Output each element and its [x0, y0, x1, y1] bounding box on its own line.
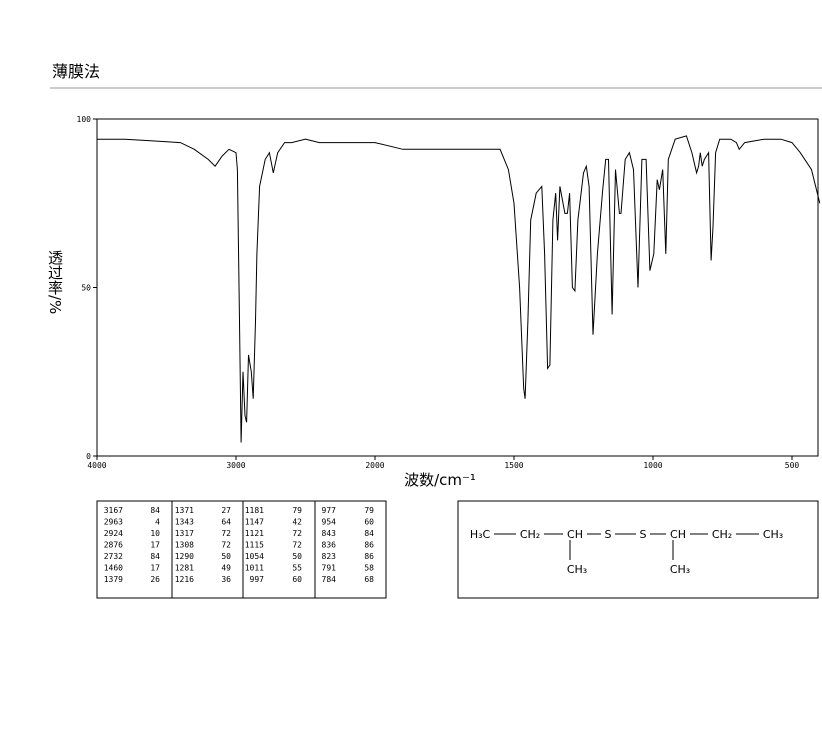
wavenumber-cell: 1147: [245, 518, 264, 527]
transmittance-cell: 86: [364, 552, 374, 561]
atom-label: CH₃: [567, 563, 587, 576]
wavenumber-cell: 1379: [104, 575, 123, 584]
transmittance-cell: 10: [150, 529, 160, 538]
transmittance-cell: 84: [364, 529, 374, 538]
transmittance-cell: 84: [150, 552, 160, 561]
transmittance-cell: 17: [150, 564, 160, 573]
x-tick-label: 2000: [365, 461, 384, 470]
transmittance-cell: 72: [221, 541, 231, 550]
wavenumber-cell: 997: [250, 575, 265, 584]
transmittance-cell: 58: [364, 564, 374, 573]
wavenumber-cell: 1290: [175, 552, 194, 561]
wavenumber-cell: 1308: [175, 541, 194, 550]
x-tick-label: 1000: [643, 461, 662, 470]
y-axis-label-group: 透过率/%: [46, 250, 64, 314]
transmittance-cell: 27: [221, 506, 231, 515]
plot-frame: [96, 118, 819, 457]
atom-label: S: [640, 528, 647, 541]
transmittance-cell: 72: [292, 529, 302, 538]
wavenumber-cell: 1011: [245, 564, 264, 573]
wavenumber-cell: 791: [322, 564, 337, 573]
wavenumber-cell: 1343: [175, 518, 194, 527]
plot: 4000 3000 2000 1500 1000 500 0 50 100: [77, 115, 821, 470]
atom-label: CH₂: [712, 528, 732, 541]
transmittance-cell: 55: [292, 564, 302, 573]
wavenumber-cell: 1371: [175, 506, 194, 515]
transmittance-cell: 86: [364, 541, 374, 550]
transmittance-cell: 50: [221, 552, 231, 561]
wavenumber-cell: 823: [322, 552, 337, 561]
peak-table: 3167 84 1371 27 1181 79 977 79 2963 4 1343 64 1147 42…: [104, 506, 374, 584]
x-axis-label: 波数/cm⁻¹: [404, 471, 476, 489]
wavenumber-cell: 836: [322, 541, 337, 550]
transmittance-cell: 26: [150, 575, 160, 584]
atom-label: S: [605, 528, 612, 541]
x-tick-label: 4000: [87, 461, 106, 470]
wavenumber-cell: 784: [322, 575, 337, 584]
wavenumber-cell: 2963: [104, 518, 123, 527]
transmittance-cell: 64: [221, 518, 231, 527]
wavenumber-cell: 2732: [104, 552, 123, 561]
wavenumber-cell: 1181: [245, 506, 264, 515]
transmittance-cell: 60: [292, 575, 302, 584]
x-tick-label: 3000: [226, 461, 245, 470]
wavenumber-cell: 1317: [175, 529, 194, 538]
transmittance-cell: 72: [221, 529, 231, 538]
transmittance-cell: 17: [150, 541, 160, 550]
transmittance-cell: 68: [364, 575, 374, 584]
transmittance-cell: 36: [221, 575, 231, 584]
y-tick-label: 100: [77, 115, 92, 124]
wavenumber-cell: 843: [322, 529, 337, 538]
transmittance-cell: 42: [292, 518, 302, 527]
transmittance-cell: 79: [292, 506, 302, 515]
transmittance-cell: 49: [221, 564, 231, 573]
structure: H₃C CH₂ CH S S CH CH₂ CH₃ CH₃ CH₃: [470, 528, 783, 576]
wavenumber-cell: 977: [322, 506, 337, 515]
transmittance-cell: 60: [364, 518, 374, 527]
wavenumber-cell: 1460: [104, 564, 123, 573]
spectrum-line: [97, 135, 821, 443]
y-tick-label: 50: [81, 284, 91, 293]
transmittance-cell: 4: [155, 518, 160, 527]
y-axis-label: 透过率/%: [46, 250, 64, 314]
y-tick-label: 0: [86, 452, 91, 461]
atom-label: CH: [567, 528, 583, 541]
atom-label: H₃C: [470, 528, 491, 541]
wavenumber-cell: 2876: [104, 541, 123, 550]
atom-label: CH₃: [670, 563, 690, 576]
transmittance-cell: 50: [292, 552, 302, 561]
table-frame: [96, 500, 387, 599]
wavenumber-cell: 2924: [104, 529, 123, 538]
wavenumber-cell: 954: [322, 518, 337, 527]
wavenumber-cell: 1115: [245, 541, 264, 550]
atom-label: CH₃: [763, 528, 783, 541]
x-tick-label: 500: [785, 461, 800, 470]
page-title: 薄膜法: [52, 62, 100, 81]
transmittance-cell: 72: [292, 541, 302, 550]
wavenumber-cell: 1054: [245, 552, 264, 561]
transmittance-cell: 79: [364, 506, 374, 515]
transmittance-cell: 84: [150, 506, 160, 515]
wavenumber-cell: 1121: [245, 529, 264, 538]
x-tick-label: 1500: [504, 461, 523, 470]
wavenumber-cell: 1281: [175, 564, 194, 573]
atom-label: CH₂: [520, 528, 540, 541]
wavenumber-cell: 1216: [175, 575, 194, 584]
wavenumber-cell: 3167: [104, 506, 123, 515]
structure-frame: [457, 500, 819, 599]
atom-label: CH: [670, 528, 686, 541]
